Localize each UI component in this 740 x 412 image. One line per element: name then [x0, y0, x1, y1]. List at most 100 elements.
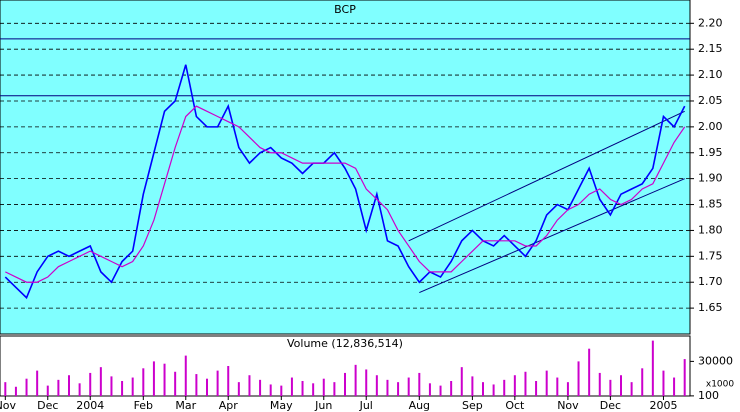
volume-bar — [524, 371, 527, 396]
volume-bar — [354, 364, 357, 396]
volume-unit: x1000 — [706, 380, 735, 390]
x-tick-label: Dec — [37, 399, 58, 412]
volume-bar — [237, 382, 240, 396]
volume-bar — [259, 379, 262, 396]
volume-bar — [482, 382, 484, 396]
price-line — [5, 105, 686, 283]
volume-bar — [25, 378, 28, 396]
volume-bar — [386, 379, 389, 396]
volume-bar — [503, 379, 506, 396]
x-tick-label: Nov — [557, 399, 579, 412]
volume-title: Volume (12,836,514) — [287, 337, 403, 350]
volume-bar — [651, 340, 654, 396]
volume-bar — [206, 378, 208, 396]
volume-bar — [471, 376, 474, 396]
volume-bar — [375, 375, 378, 396]
y-tick-label: 1.95 — [698, 146, 723, 159]
volume-bar — [89, 372, 92, 396]
volume-bar — [121, 381, 124, 396]
volume-bar — [312, 383, 315, 396]
volume-bar — [513, 375, 516, 396]
volume-bar — [407, 377, 410, 396]
volume-bar — [131, 377, 134, 396]
volume-bar — [248, 375, 251, 396]
trend-line — [408, 110, 685, 242]
volume-bar — [460, 367, 463, 396]
x-tick-label: 2005 — [649, 399, 677, 412]
x-tick-label: Dec — [600, 399, 621, 412]
y-tick-label: 1.70 — [698, 275, 723, 288]
x-tick-label: Mar — [175, 399, 196, 412]
y-tick-label: 1.65 — [698, 301, 723, 314]
y-tick-label: 1.90 — [698, 172, 723, 185]
volume-bar — [439, 385, 442, 396]
y-tick-label: 2.05 — [698, 94, 723, 107]
volume-bar — [46, 385, 49, 396]
volume-bar — [227, 366, 230, 396]
x-tick-label: Feb — [134, 399, 153, 412]
volume-bar — [641, 368, 644, 396]
volume-bar — [673, 377, 676, 396]
volume-bar — [662, 370, 665, 396]
volume-bar — [450, 381, 453, 396]
volume-bar — [68, 375, 70, 396]
volume-bar — [4, 382, 7, 396]
volume-bar — [397, 382, 400, 396]
volume-bar — [588, 348, 591, 396]
y-tick-label: 2.00 — [698, 120, 723, 133]
volume-bar — [14, 386, 17, 396]
volume-bar — [36, 370, 39, 396]
volume-bar — [333, 382, 336, 396]
volume-bar — [152, 361, 155, 396]
y-tick-label: 1.75 — [698, 249, 723, 262]
y-tick-label: 100 — [698, 389, 719, 402]
volume-bar — [535, 381, 538, 396]
x-tick-label: Jul — [359, 399, 373, 412]
volume-bar — [492, 384, 495, 396]
volume-bar — [344, 372, 346, 396]
volume-bar — [683, 359, 686, 396]
y-tick-label: 2.20 — [698, 16, 723, 29]
volume-bar — [577, 361, 580, 396]
price-line — [4, 64, 686, 300]
volume-bar — [290, 377, 293, 396]
y-tick-label: 1.80 — [698, 223, 723, 236]
x-tick-label: Jun — [314, 399, 332, 412]
volume-bar — [598, 372, 601, 396]
volume-bar — [609, 379, 612, 396]
volume-bar — [620, 375, 622, 396]
volume-bar — [545, 370, 548, 396]
volume-bar — [195, 374, 198, 396]
volume-bar — [216, 370, 219, 396]
x-tick-label: Sep — [462, 399, 483, 412]
volume-bar — [174, 371, 177, 396]
chart-title: BCP — [334, 3, 356, 16]
y-tick-label: 30000 — [698, 354, 733, 367]
x-tick-label: Aug — [409, 399, 430, 412]
volume-bar — [110, 376, 113, 396]
volume-bar — [142, 368, 145, 396]
volume-bar — [163, 363, 166, 396]
volume-bar — [365, 369, 368, 396]
trend-line — [419, 178, 685, 294]
volume-bar — [184, 355, 187, 396]
volume-bar — [322, 378, 325, 396]
x-tick-label: May — [270, 399, 293, 412]
y-tick-label: 2.10 — [698, 68, 723, 81]
volume-bar — [418, 372, 421, 396]
x-tick-label: Nov — [0, 399, 17, 412]
volume-bar — [630, 382, 633, 396]
volume-bar — [99, 367, 102, 396]
volume-bar — [280, 385, 283, 396]
volume-bar — [301, 381, 304, 396]
volume-bar — [556, 377, 559, 396]
volume-bar — [428, 383, 431, 396]
y-tick-label: 1.85 — [698, 198, 723, 211]
volume-bar — [78, 383, 81, 396]
y-tick-label: 2.15 — [698, 42, 723, 55]
volume-bar — [57, 379, 60, 396]
x-tick-label: Oct — [505, 399, 525, 412]
volume-bar — [566, 382, 569, 396]
volume-bar — [269, 384, 272, 396]
